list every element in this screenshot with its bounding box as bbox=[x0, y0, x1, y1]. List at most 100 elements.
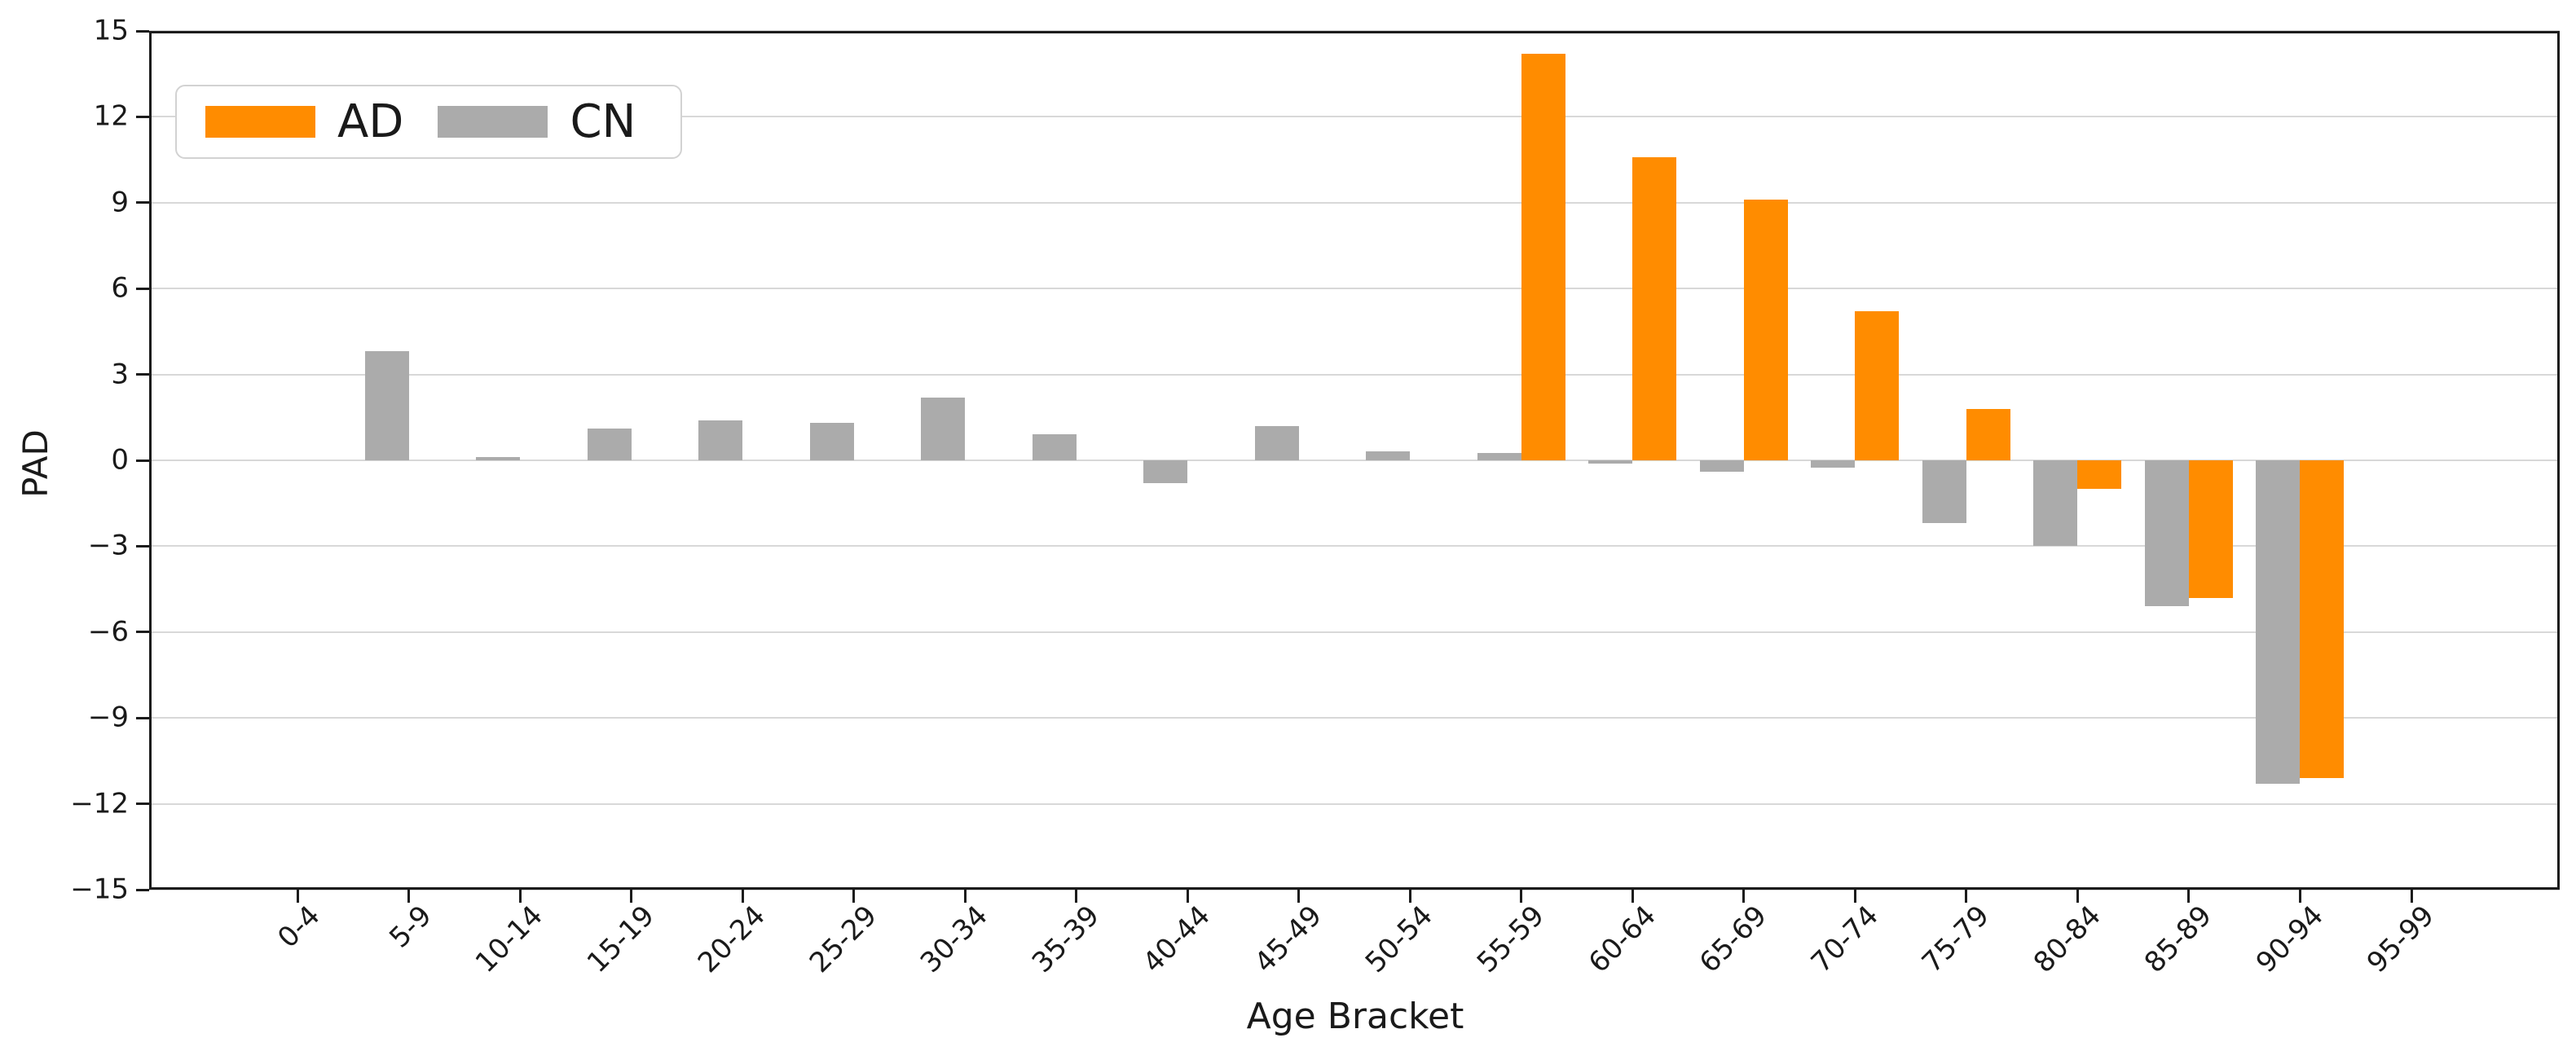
gridline-y-6 bbox=[149, 288, 2560, 290]
xtick-mark-40-44 bbox=[1186, 890, 1189, 903]
xtick-label-65-69: 65-69 bbox=[1693, 899, 1774, 980]
xtick-label-60-64: 60-64 bbox=[1582, 899, 1662, 980]
bar-cn-25-29 bbox=[809, 423, 854, 460]
ytick-mark--3 bbox=[136, 544, 149, 547]
xtick-mark-75-79 bbox=[1965, 890, 1968, 903]
ytick-mark-15 bbox=[136, 29, 149, 33]
xtick-mark-35-39 bbox=[1075, 890, 1078, 903]
xtick-label-50-54: 50-54 bbox=[1359, 899, 1440, 980]
xtick-mark-50-54 bbox=[1408, 890, 1411, 903]
bar-ad-75-79 bbox=[1966, 408, 2010, 460]
ytick-label--12: −12 bbox=[70, 786, 129, 820]
xtick-label-85-89: 85-89 bbox=[2138, 899, 2219, 980]
bar-cn-70-74 bbox=[1811, 460, 1856, 468]
xtick-mark-15-19 bbox=[630, 890, 633, 903]
ytick-label-12: 12 bbox=[93, 99, 129, 133]
gridline-y--15 bbox=[149, 889, 2560, 890]
xtick-label-45-49: 45-49 bbox=[1248, 899, 1328, 980]
xtick-label-30-34: 30-34 bbox=[914, 899, 995, 980]
xtick-label-70-74: 70-74 bbox=[1804, 899, 1885, 980]
xtick-label-35-39: 35-39 bbox=[1025, 899, 1106, 980]
legend-swatch-cn bbox=[438, 106, 548, 138]
bar-ad-80-84 bbox=[2077, 460, 2122, 490]
gridline-y--6 bbox=[149, 631, 2560, 633]
ytick-label--9: −9 bbox=[87, 701, 129, 734]
legend-label-cn: CN bbox=[570, 95, 636, 148]
ytick-label-6: 6 bbox=[111, 271, 129, 305]
legend-entry-ad: AD bbox=[205, 99, 403, 145]
xtick-label-55-59: 55-59 bbox=[1470, 899, 1551, 980]
xtick-label-95-99: 95-99 bbox=[2361, 899, 2442, 980]
bar-cn-75-79 bbox=[1922, 460, 1966, 524]
bar-ad-70-74 bbox=[1855, 311, 1900, 460]
gridline-y-12 bbox=[149, 116, 2560, 118]
xtick-label-25-29: 25-29 bbox=[803, 899, 883, 980]
xtick-mark-85-89 bbox=[2187, 890, 2191, 903]
legend-entry-cn: CN bbox=[438, 99, 636, 145]
xtick-mark-80-84 bbox=[2076, 890, 2079, 903]
xtick-mark-20-24 bbox=[741, 890, 744, 903]
xtick-label-10-14: 10-14 bbox=[469, 899, 550, 980]
legend-label-ad: AD bbox=[337, 95, 404, 148]
xtick-mark-60-64 bbox=[1631, 890, 1634, 903]
bar-ad-65-69 bbox=[1743, 200, 1788, 460]
xtick-label-90-94: 90-94 bbox=[2249, 899, 2330, 980]
xtick-label-0-4: 0-4 bbox=[271, 899, 328, 955]
xtick-mark-55-59 bbox=[1520, 890, 1523, 903]
ytick-mark--6 bbox=[136, 631, 149, 634]
gridline-y--12 bbox=[149, 803, 2560, 805]
gridline-y-9 bbox=[149, 201, 2560, 204]
bar-cn-80-84 bbox=[2033, 460, 2078, 547]
ytick-mark-12 bbox=[136, 115, 149, 118]
gridline-y-0 bbox=[149, 460, 2560, 461]
bar-cn-50-54 bbox=[1366, 451, 1411, 460]
xtick-mark-90-94 bbox=[2298, 890, 2301, 903]
xtick-mark-70-74 bbox=[1853, 890, 1856, 903]
xtick-mark-25-29 bbox=[852, 890, 856, 903]
bar-cn-55-59 bbox=[1477, 453, 1521, 460]
ytick-mark--9 bbox=[136, 716, 149, 719]
xtick-mark-0-4 bbox=[296, 890, 299, 903]
bar-ad-85-89 bbox=[2188, 460, 2233, 598]
legend-swatch-ad bbox=[205, 106, 315, 138]
bar-cn-20-24 bbox=[698, 420, 743, 460]
bar-cn-85-89 bbox=[2144, 460, 2189, 607]
bar-ad-60-64 bbox=[1632, 156, 1677, 460]
ytick-label-3: 3 bbox=[111, 357, 129, 390]
ytick-label-0: 0 bbox=[111, 443, 129, 477]
ytick-mark-6 bbox=[136, 287, 149, 290]
bar-cn-60-64 bbox=[1588, 460, 1633, 464]
bar-cn-10-14 bbox=[476, 457, 521, 460]
ytick-label--3: −3 bbox=[87, 529, 129, 562]
bar-cn-90-94 bbox=[2256, 460, 2301, 784]
xtick-label-75-79: 75-79 bbox=[1915, 899, 1997, 980]
ytick-label-9: 9 bbox=[111, 186, 129, 219]
xtick-label-5-9: 5-9 bbox=[383, 899, 438, 955]
bar-cn-45-49 bbox=[1254, 425, 1299, 460]
xtick-label-20-24: 20-24 bbox=[692, 899, 773, 980]
legend: AD CN bbox=[175, 85, 682, 159]
gridline-y--3 bbox=[149, 545, 2560, 547]
xtick-mark-65-69 bbox=[1742, 890, 1746, 903]
xtick-mark-5-9 bbox=[407, 890, 411, 903]
xtick-mark-30-34 bbox=[963, 890, 967, 903]
xtick-label-40-44: 40-44 bbox=[1137, 899, 1218, 980]
xtick-label-80-84: 80-84 bbox=[2027, 899, 2107, 980]
bar-cn-15-19 bbox=[587, 429, 632, 460]
ytick-mark-9 bbox=[136, 201, 149, 204]
gridline-y-3 bbox=[149, 373, 2560, 376]
xtick-mark-10-14 bbox=[518, 890, 522, 903]
ytick-label--6: −6 bbox=[87, 615, 129, 649]
ytick-mark-0 bbox=[136, 459, 149, 462]
bar-cn-5-9 bbox=[364, 351, 409, 460]
bar-cn-35-39 bbox=[1032, 434, 1077, 460]
bar-cn-30-34 bbox=[921, 397, 966, 460]
ytick-label--15: −15 bbox=[70, 873, 129, 906]
bar-cn-40-44 bbox=[1143, 460, 1188, 484]
ytick-mark--12 bbox=[136, 803, 149, 806]
ytick-label-15: 15 bbox=[93, 14, 129, 47]
xtick-label-15-19: 15-19 bbox=[580, 899, 661, 980]
xtick-mark-45-49 bbox=[1297, 890, 1301, 903]
gridline-y-15 bbox=[149, 30, 2560, 32]
